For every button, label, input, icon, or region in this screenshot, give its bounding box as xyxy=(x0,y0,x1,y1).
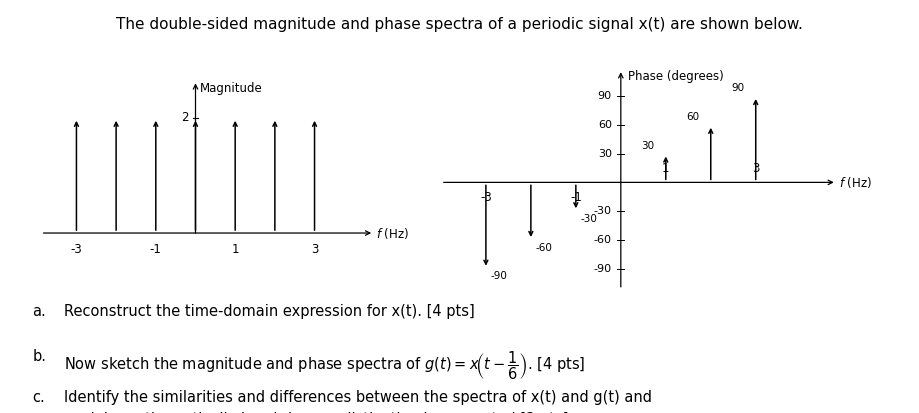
Text: Identify the similarities and differences between the spectra of x(t) and g(t) a: Identify the similarities and difference… xyxy=(64,390,652,413)
Text: 3: 3 xyxy=(311,243,318,256)
Text: 90: 90 xyxy=(597,91,612,101)
Text: 60: 60 xyxy=(598,120,612,130)
Text: 1: 1 xyxy=(232,243,239,256)
Text: $f$ (Hz): $f$ (Hz) xyxy=(376,225,409,240)
Text: 60: 60 xyxy=(686,112,699,122)
Text: 1: 1 xyxy=(662,162,670,175)
Text: -60: -60 xyxy=(594,235,612,245)
Text: b.: b. xyxy=(32,349,46,364)
Text: -90: -90 xyxy=(491,271,507,282)
Text: Magnitude: Magnitude xyxy=(200,82,263,95)
Text: 30: 30 xyxy=(598,149,612,159)
Text: Now sketch the magnitude and phase spectra of $g(t) = x\!\left(t - \dfrac{1}{6}\: Now sketch the magnitude and phase spect… xyxy=(64,349,585,382)
Text: 2: 2 xyxy=(181,112,188,124)
Text: -1: -1 xyxy=(570,191,582,204)
Text: -90: -90 xyxy=(594,263,612,274)
Text: a.: a. xyxy=(32,304,46,318)
Text: -30: -30 xyxy=(594,206,612,216)
Text: 3: 3 xyxy=(752,162,759,175)
Text: -3: -3 xyxy=(480,191,492,204)
Text: 30: 30 xyxy=(641,141,654,151)
Text: -30: -30 xyxy=(580,214,597,224)
Text: The double-sided magnitude and phase spectra of a periodic signal x(t) are shown: The double-sided magnitude and phase spe… xyxy=(116,17,803,31)
Text: $f$ (Hz): $f$ (Hz) xyxy=(839,175,872,190)
Text: Phase (degrees): Phase (degrees) xyxy=(628,70,723,83)
Text: Reconstruct the time-domain expression for x(t). [4 pts]: Reconstruct the time-domain expression f… xyxy=(64,304,475,318)
Text: -60: -60 xyxy=(536,243,552,253)
Text: -1: -1 xyxy=(150,243,162,256)
Text: 90: 90 xyxy=(732,83,744,93)
Text: -3: -3 xyxy=(71,243,83,256)
Text: c.: c. xyxy=(32,390,45,405)
